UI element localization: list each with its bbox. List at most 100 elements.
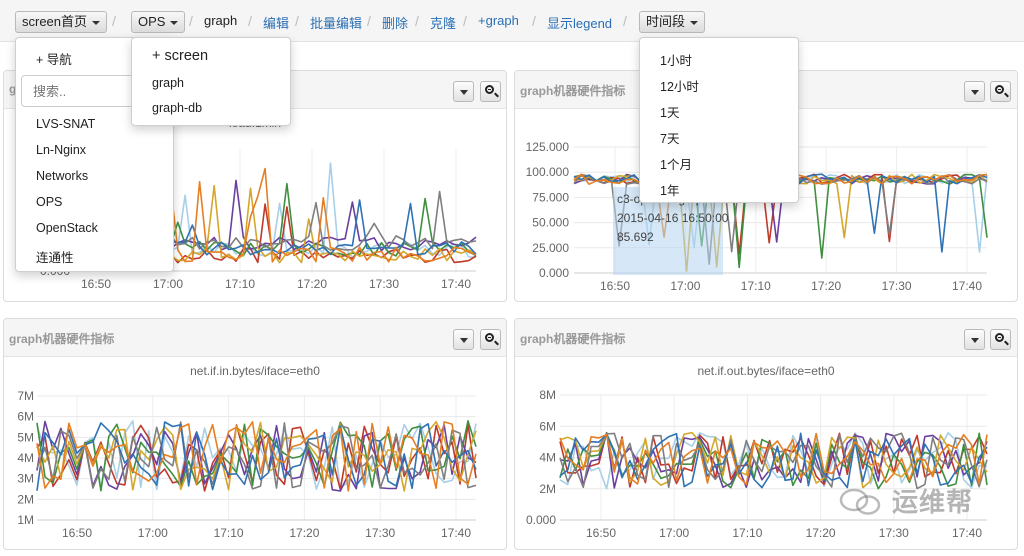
time-option[interactable]: 7天 [660, 132, 680, 146]
zoom-out-icon [995, 333, 1004, 342]
time-range-button[interactable]: 时间段 [639, 11, 706, 33]
chevron-down-icon [690, 20, 699, 25]
x-tick-label: 17:10 [741, 279, 771, 293]
screen-menu-item[interactable]: OpenStack [36, 221, 98, 235]
add-nav-item[interactable]: + 导航 [36, 53, 72, 67]
series-line [36, 421, 477, 490]
x-tick-label: 17:30 [365, 526, 395, 540]
chart-title: net.if.in.bytes/iface=eth0 [190, 364, 320, 378]
y-tick-label: 4M [539, 451, 556, 465]
series-line [559, 432, 988, 489]
panel-menu-button[interactable] [964, 329, 985, 350]
panel-menu-button[interactable] [964, 81, 985, 102]
x-tick-label: 17:30 [879, 526, 909, 540]
screen-menu-item[interactable]: Ln-Nginx [36, 143, 87, 157]
ops-menu-item[interactable]: graph [152, 76, 184, 90]
panel-header: graph机器硬件指标 [515, 319, 1017, 357]
screen-menu-item[interactable]: 连通性 [36, 251, 74, 265]
time-option[interactable]: 1个月 [660, 158, 692, 172]
x-tick-label: 16:50 [62, 526, 92, 540]
x-tick-label: 17:20 [811, 279, 841, 293]
breadcrumb-separator: / [248, 13, 252, 29]
series-line [559, 432, 988, 486]
x-tick-label: 17:00 [153, 277, 183, 291]
chevron-down-icon [971, 338, 979, 343]
tooltip-time: 2015-04-16 16:50:00 [617, 211, 729, 225]
x-tick-label: 16:50 [600, 279, 630, 293]
screen-home-button[interactable]: screen首页 [15, 11, 108, 33]
graph-panel-3: graph机器硬件指标 net.if.in.bytes/iface=eth0 1… [3, 318, 507, 550]
zoom-button[interactable] [990, 81, 1011, 102]
x-tick-label: 17:40 [952, 526, 982, 540]
zoom-out-icon [485, 85, 494, 94]
panel-title: graph机器硬件指标 [520, 332, 626, 346]
ops-label: OPS [138, 14, 166, 29]
chevron-down-icon [971, 90, 979, 95]
net-in-chart: 1M 2M 3M 4M 5M 6M 7M 16:50 17:00 17:10 17:20 17:30 1… [17, 389, 477, 540]
time-option[interactable]: 1小时 [660, 54, 692, 68]
series-line [559, 431, 988, 488]
chart-title: net.if.out.bytes/iface=eth0 [697, 364, 835, 378]
batch-edit-link[interactable]: 批量编辑 [310, 16, 363, 31]
y-tick-label: 125.000 [526, 140, 570, 154]
breadcrumb-graph: graph [204, 13, 238, 28]
time-option[interactable]: 12小时 [660, 80, 699, 94]
y-tick-label: 0.000 [526, 513, 556, 527]
y-tick-label: 0.000 [539, 266, 569, 280]
series-line [559, 431, 988, 489]
y-tick-label: 7M [17, 389, 34, 403]
y-tick-label: 6M [539, 419, 556, 433]
clone-link[interactable]: 克隆 [430, 16, 457, 31]
x-tick-label: 17:30 [882, 279, 912, 293]
time-option[interactable]: 1天 [660, 106, 680, 120]
zoom-button[interactable] [480, 81, 501, 102]
x-tick-label: 17:00 [670, 279, 700, 293]
x-tick-label: 17:10 [732, 526, 762, 540]
zoom-out-icon [995, 85, 1004, 94]
time-range-label: 时间段 [646, 14, 686, 29]
x-tick-label: 17:40 [441, 277, 471, 291]
screen-menu-item[interactable]: Networks [36, 169, 89, 183]
x-tick-label: 17:10 [214, 526, 244, 540]
screen-menu-item[interactable]: OPS [36, 195, 63, 209]
breadcrumb-separator: / [415, 13, 419, 29]
edit-link[interactable]: 编辑 [263, 16, 290, 31]
ops-button[interactable]: OPS [131, 11, 186, 33]
chevron-down-icon [92, 20, 101, 25]
zoom-button[interactable] [990, 329, 1011, 350]
show-legend-link[interactable]: 显示legend [547, 16, 613, 31]
y-tick-label: 3M [17, 472, 34, 486]
y-tick-label: 75.000 [532, 190, 569, 204]
screen-menu-item[interactable]: LVS-SNAT [36, 117, 96, 131]
add-graph-link[interactable]: +graph [478, 13, 519, 28]
series-line [559, 432, 988, 490]
series-line [559, 432, 988, 490]
panel-title: g [9, 82, 17, 96]
breadcrumb-separator: / [623, 13, 627, 29]
ops-dropdown-menu: + screen graph graph-db [131, 37, 291, 126]
watermark-text: 运维帮 [892, 487, 974, 517]
x-tick-label: 17:20 [289, 526, 319, 540]
y-tick-label: 5M [17, 430, 34, 444]
panel-menu-button[interactable] [453, 329, 474, 350]
panel-menu-button[interactable] [453, 81, 474, 102]
zoom-button[interactable] [480, 329, 501, 350]
screen-search-input[interactable] [21, 75, 145, 107]
y-tick-label: 4M [17, 451, 34, 465]
ops-menu-item[interactable]: graph-db [152, 101, 203, 115]
add-screen-item[interactable]: + screen [152, 48, 209, 64]
x-tick-label: 17:30 [369, 277, 399, 291]
series-line [36, 419, 477, 492]
breadcrumb-separator: / [295, 13, 299, 29]
delete-link[interactable]: 删除 [382, 16, 409, 31]
time-option[interactable]: 1年 [660, 184, 680, 198]
chevron-down-icon [460, 338, 468, 343]
y-tick-label: 2M [539, 482, 556, 496]
breadcrumb-separator: / [367, 13, 371, 29]
zoom-out-icon [485, 333, 494, 342]
panel-header: graph机器硬件指标 [4, 319, 506, 357]
breadcrumb-separator: / [112, 13, 116, 29]
x-tick-label: 17:40 [441, 526, 471, 540]
breadcrumb-separator: / [463, 13, 467, 29]
